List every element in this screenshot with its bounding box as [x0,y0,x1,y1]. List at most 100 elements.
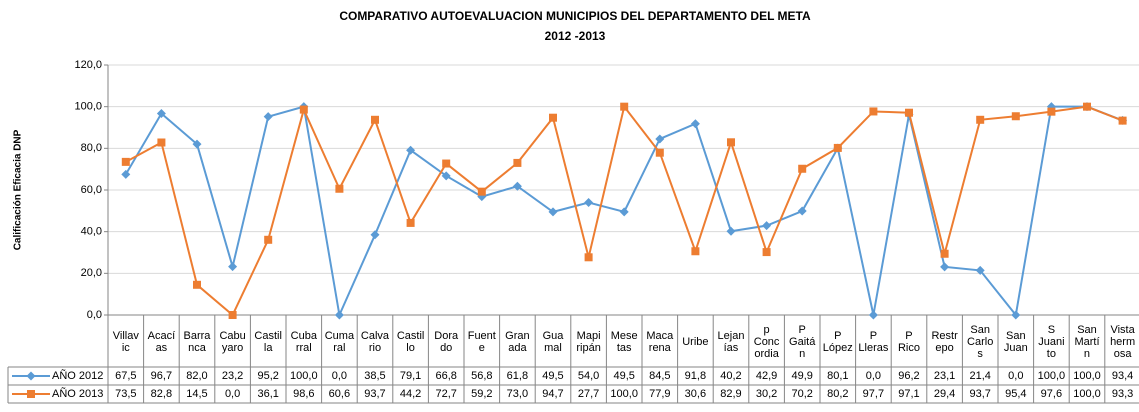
table-value: 82,8 [150,388,173,400]
category-label: P Gaitá n [789,323,816,360]
category-label: Vista herm osa [1110,323,1136,360]
table-value: 72,7 [435,388,457,400]
category-label: P Rico [897,329,920,354]
category-label: Gran ada [505,329,530,354]
category-label: P Lleras [858,329,889,354]
data-point [406,218,415,227]
table-value: 84,5 [649,370,671,382]
legend-label: AÑO 2012 [52,369,103,382]
table-value: 0,0 [224,388,241,400]
category-label: Uribe [682,335,709,348]
table-value: 44,2 [399,388,422,400]
chart-subtitle: 2012 -2013 [545,29,606,43]
category-label: p Conc ordia [753,323,780,360]
legend-label: AÑO 2013 [52,387,103,400]
category-label: Maca rena [646,329,674,354]
table-value: 30,2 [755,388,778,400]
y-tick-label: 60,0 [81,184,102,196]
category-label: S Juani to [1038,323,1065,360]
category-label: San Carlo s [967,323,994,360]
category-label: Castil la [254,329,282,354]
data-point [156,109,166,119]
data-point [584,253,593,262]
data-point [655,134,665,144]
table-value: 93,4 [1111,370,1134,382]
table-value: 14,5 [186,388,208,400]
data-point [406,145,416,155]
y-tick-label: 120,0 [74,59,102,71]
table-value: 23,1 [933,370,956,382]
data-point [762,248,771,257]
table-value: 40,2 [720,370,742,382]
data-point [477,187,486,196]
category-label: Gua mal [542,329,564,354]
data-point [584,198,594,207]
table-value: 96,7 [150,370,173,382]
table-value: 49,9 [791,370,813,382]
category-label: San Martí n [1074,323,1100,360]
data-point [727,138,735,147]
table-value: 0,0 [1008,370,1024,382]
data-point [192,139,202,149]
legend-marker [27,390,35,398]
data-point [1047,107,1056,116]
table-value: 73,0 [506,388,529,400]
category-label: Dora do [434,329,459,354]
table-value: 100,0 [1073,370,1101,382]
legend-marker [26,371,36,381]
table-value: 97,1 [898,388,920,400]
data-point [690,119,700,129]
table-value: 93,7 [969,388,991,400]
data-point [548,207,558,217]
data-point [121,157,130,166]
data-point [726,226,736,236]
data-point [121,169,131,179]
table-value: 0,0 [331,370,348,382]
table-value: 0,0 [865,370,882,382]
data-point [868,310,878,320]
data-point [228,311,237,319]
category-label: Mapi ripán [576,329,601,354]
table-value: 66,8 [435,370,457,382]
table-value: 30,6 [684,388,707,400]
category-label: Cuma ral [324,329,355,354]
table-value: 95,4 [1005,388,1027,400]
category-label: Barra nca [183,329,211,354]
table-value: 94,7 [542,388,564,400]
table-value: 100,0 [610,388,638,400]
category-label: Fuent e [467,329,496,354]
table-value: 82,0 [186,370,208,382]
data-point [975,265,985,275]
table-value: 49,5 [613,370,635,382]
table-value: 80,2 [827,388,849,400]
category-label: P López [822,329,853,354]
category-label: Cabu yaro [219,329,246,354]
category-label: Cuba rral [290,329,317,354]
chart-title: COMPARATIVO AUTOEVALUACION MUNICIPIOS DE… [339,9,811,23]
data-point [157,138,166,147]
table-value: 77,9 [649,388,671,400]
data-point [335,184,344,193]
category-label: Lejan ías [717,329,745,354]
table-value: 54,0 [577,370,600,382]
data-point [228,262,238,272]
table-value: 80,1 [827,370,849,382]
table-value: 59,2 [471,388,493,400]
table-value: 79,1 [399,370,422,382]
table-value: 67,5 [115,370,137,382]
data-point [655,148,664,157]
category-label: Castil lo [396,329,425,354]
table-value: 100,0 [1073,388,1101,400]
data-point [940,262,950,272]
data-point [549,113,557,122]
table-value: 38,5 [364,370,386,382]
table-value: 49,5 [542,370,564,382]
table-value: 61,8 [506,370,529,382]
table-value: 96,2 [898,370,920,382]
table-value: 97,7 [862,388,885,400]
data-point [833,143,842,152]
table-value: 70,2 [791,388,813,400]
table-value: 60,6 [328,388,351,400]
